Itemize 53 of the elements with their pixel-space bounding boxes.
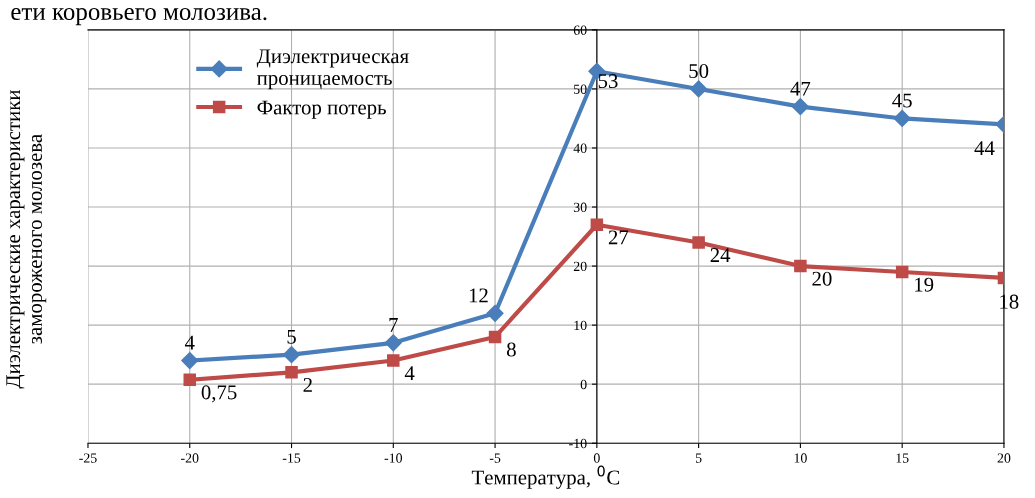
data-label: 45 — [892, 93, 912, 108]
point — [488, 330, 502, 344]
data-label: 7 — [389, 318, 398, 332]
x-tick-label: 5 — [695, 453, 702, 463]
x-tick-label: -20 — [181, 453, 199, 463]
x-tick-label: -15 — [282, 453, 301, 463]
data-label: 50 — [689, 63, 709, 79]
x-tick-label: -10 — [384, 453, 403, 463]
point — [590, 218, 604, 231]
point — [285, 366, 298, 379]
x-tick-label: 15 — [896, 453, 909, 463]
point — [387, 354, 400, 367]
point — [183, 373, 197, 386]
data-label: 20 — [812, 271, 832, 286]
point — [690, 80, 708, 98]
data-label: 12 — [469, 288, 488, 303]
data-label: 5 — [287, 329, 296, 344]
y-tick-label: 20 — [573, 261, 587, 272]
data-label: 4 — [184, 335, 195, 350]
data-label: 0,75 — [201, 385, 237, 403]
text: ети коровьего молозива. — [11, 8, 267, 26]
point — [893, 109, 911, 128]
x-axis-title: Температура, $^{0}$C — [471, 465, 620, 489]
point — [794, 259, 807, 273]
data-label: 44 — [974, 141, 995, 155]
data-label: 2 — [303, 378, 312, 392]
x-tick-label: -25 — [79, 453, 97, 463]
x-tick-label: -5 — [489, 453, 501, 463]
y-axis-title: Диэлектрические характеристики замороженого молозева — [6, 89, 47, 389]
data-label: 24 — [710, 248, 731, 262]
data-label: 19 — [915, 277, 934, 292]
data-label: 4 — [404, 366, 415, 380]
x-tick-label: 0 — [593, 453, 600, 463]
data-label: 47 — [790, 81, 811, 96]
point — [282, 346, 301, 364]
x-tick-label: 10 — [794, 453, 807, 463]
y-tick-label: 30 — [573, 202, 587, 212]
legend-label: Фактор потерь — [257, 100, 386, 119]
y-tick-label: 50 — [574, 84, 587, 94]
y-tick-label: 40 — [573, 143, 587, 153]
y-tick-label: 10 — [574, 320, 587, 331]
point — [692, 236, 705, 249]
y-tick-label: 0 — [580, 379, 587, 390]
data-label: 53 — [598, 74, 618, 89]
data-label: 8 — [506, 342, 516, 357]
point — [486, 304, 504, 322]
x-tick-label: 20 — [997, 453, 1011, 463]
legend-label: Диэлектрическая проницаемость — [256, 49, 409, 90]
point — [181, 351, 199, 370]
point — [384, 334, 402, 352]
point — [895, 265, 909, 279]
point — [791, 98, 809, 116]
data-label: 27 — [608, 230, 629, 245]
